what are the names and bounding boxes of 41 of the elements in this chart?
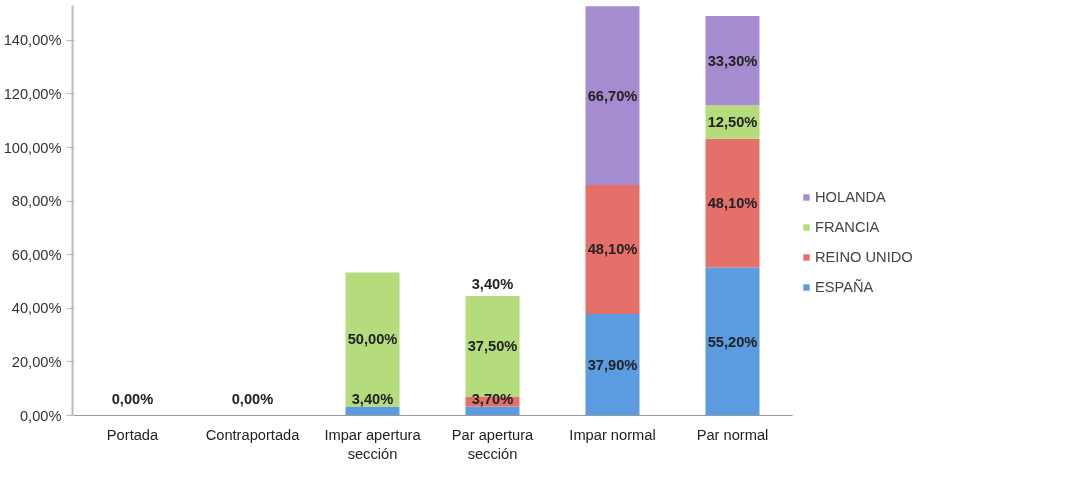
legend-label: REINO UNIDO bbox=[815, 249, 913, 265]
bar bbox=[345, 406, 400, 416]
data-label: 12,50% bbox=[707, 113, 758, 130]
data-label: 55,20% bbox=[707, 333, 758, 350]
bar bbox=[585, 6, 640, 186]
x-tick-label: Contraportada bbox=[205, 426, 301, 443]
data-label: 37,90% bbox=[587, 356, 638, 373]
y-tick-label: 80,00% bbox=[11, 193, 62, 210]
annotation: 3,40% bbox=[471, 275, 514, 292]
y-tick-label: 60,00% bbox=[11, 246, 62, 263]
data-label: 3,40% bbox=[351, 391, 394, 408]
bar bbox=[585, 185, 640, 314]
y-tick-label: 20,00% bbox=[11, 353, 62, 370]
data-label: 0,00% bbox=[231, 391, 274, 408]
bar bbox=[705, 138, 760, 268]
data-label: 33,30% bbox=[707, 52, 758, 69]
x-tick-label: Impar normal bbox=[569, 426, 656, 443]
y-tick-label: 140,00% bbox=[3, 32, 62, 49]
data-label: 48,10% bbox=[707, 195, 758, 212]
data-label: 66,70% bbox=[587, 87, 638, 104]
bar bbox=[585, 313, 640, 416]
data-label: 3,70% bbox=[471, 391, 514, 408]
legend-label: FRANCIA bbox=[815, 219, 880, 235]
bar bbox=[345, 272, 400, 407]
bar bbox=[705, 15, 760, 106]
bar bbox=[705, 267, 760, 416]
y-tick-label: 120,00% bbox=[3, 85, 62, 102]
data-label: 37,50% bbox=[467, 338, 518, 355]
x-tick-label: Par apertura sección bbox=[451, 426, 535, 462]
y-tick-label: 40,00% bbox=[11, 300, 62, 317]
bar bbox=[465, 406, 520, 416]
legend-label: HOLANDA bbox=[815, 189, 886, 205]
data-label: 0,00% bbox=[111, 391, 154, 408]
y-tick-label: 0,00% bbox=[19, 407, 62, 424]
x-tick-label: Portada bbox=[106, 426, 160, 443]
x-tick-label: Impar apertura sección bbox=[324, 426, 422, 462]
data-label: 50,00% bbox=[347, 331, 398, 348]
y-tick-label: 100,00% bbox=[3, 139, 62, 156]
x-tick-label: Par normal bbox=[696, 426, 769, 443]
data-label: 48,10% bbox=[587, 241, 638, 258]
legend-label: ESPAÑA bbox=[815, 279, 874, 295]
